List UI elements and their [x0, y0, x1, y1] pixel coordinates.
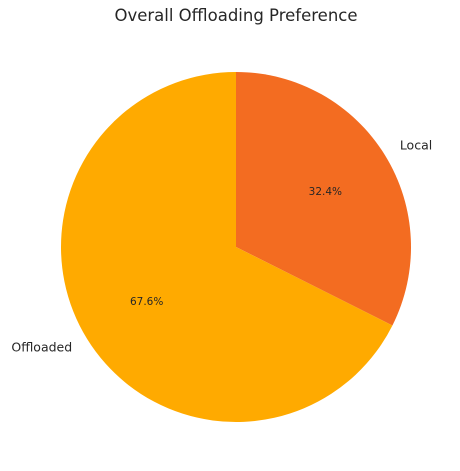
slice-percent-offloaded: 67.6% — [130, 296, 163, 308]
pie-slice-local — [236, 72, 411, 326]
chart-title: Overall Offloading Preference — [114, 6, 357, 25]
slice-label-offloaded: Offloaded — [11, 340, 72, 355]
pie-labels: Local 32.4% Offloaded 67.6% — [11, 137, 432, 354]
pie-slice-offloaded — [60, 72, 393, 422]
slice-percent-local: 32.4% — [309, 186, 342, 198]
pie-slices — [60, 72, 411, 422]
slice-label-local: Local — [400, 137, 432, 152]
